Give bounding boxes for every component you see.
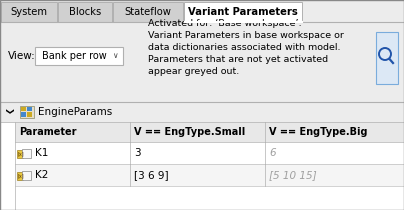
Text: EngineParams: EngineParams [38, 107, 112, 117]
Bar [21, 112, 26, 117]
Bar [1, 2, 57, 22]
Text: View:: View: [8, 51, 36, 61]
Bar [15, 122, 404, 142]
Bar [184, 2, 302, 22]
Text: Blocks: Blocks [69, 7, 101, 17]
Text: appear greyed out.: appear greyed out. [148, 67, 239, 76]
Bar [0, 102, 404, 122]
Bar [376, 32, 398, 84]
Text: Activated for: ‘Base workspace’.: Activated for: ‘Base workspace’. [148, 20, 302, 29]
Bar [0, 0, 404, 22]
Text: [5 10 15]: [5 10 15] [269, 170, 317, 180]
Bar [27, 107, 32, 111]
Bar [22, 149, 31, 158]
Bar [22, 171, 31, 180]
Text: K2: K2 [35, 170, 48, 180]
Text: 3: 3 [134, 148, 141, 158]
Text: K1: K1 [35, 148, 48, 158]
Text: Variant Parameters: Variant Parameters [188, 7, 298, 17]
Bar [113, 2, 183, 22]
Text: System: System [11, 7, 48, 17]
Bar [15, 164, 404, 186]
Bar [17, 150, 23, 158]
Text: Variant Parameters in base workspace or: Variant Parameters in base workspace or [148, 32, 344, 41]
Text: Stateflow: Stateflow [124, 7, 171, 17]
Bar [58, 2, 112, 22]
Text: [x]: [x] [18, 151, 25, 156]
Bar [21, 107, 26, 111]
Bar [0, 14, 404, 102]
Text: [3 6 9]: [3 6 9] [134, 170, 168, 180]
Text: [x]: [x] [18, 173, 25, 178]
Bar [0, 102, 404, 210]
Text: 6: 6 [269, 148, 276, 158]
Text: data dictionaries associated with model.: data dictionaries associated with model. [148, 43, 341, 52]
Bar [17, 172, 23, 180]
Text: Parameters that are not yet activated: Parameters that are not yet activated [148, 55, 328, 64]
Bar [15, 142, 404, 164]
Bar [35, 47, 123, 65]
Text: ❯: ❯ [4, 109, 13, 116]
Text: Bank per row: Bank per row [42, 51, 107, 61]
Text: V == EngType.Small: V == EngType.Small [134, 127, 245, 137]
Bar [27, 112, 32, 117]
Text: Parameter: Parameter [19, 127, 76, 137]
Text: ∨: ∨ [112, 51, 118, 60]
Bar [20, 106, 34, 118]
Text: V == EngType.Big: V == EngType.Big [269, 127, 368, 137]
